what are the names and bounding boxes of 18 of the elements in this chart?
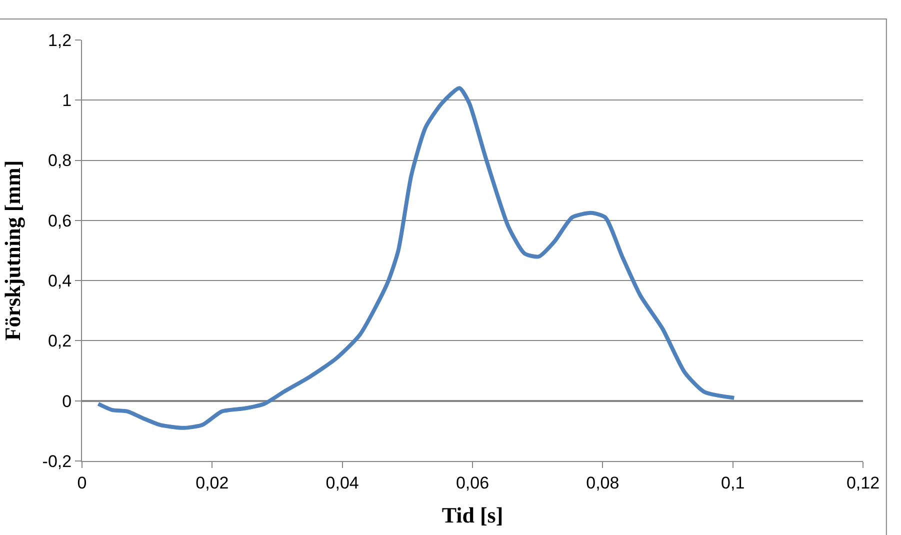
line-series xyxy=(96,86,736,430)
x-tick-label: 0,12 xyxy=(846,473,880,492)
y-tick-label: 1 xyxy=(62,91,72,110)
y-tick-label: 0,8 xyxy=(48,151,72,170)
x-tick-label: 0,02 xyxy=(196,473,229,492)
y-tick-label: -0,2 xyxy=(42,452,72,471)
x-axis-title: Tid [s] xyxy=(442,502,504,528)
x-tick-label: 0,06 xyxy=(456,473,490,492)
x-tick-label: 0,04 xyxy=(326,473,359,492)
y-tick-label: 0 xyxy=(62,392,72,411)
y-axis-title: Förskjutning [mm] xyxy=(0,160,26,341)
x-tick-label: 0 xyxy=(77,473,87,492)
y-tick-label: 1,2 xyxy=(48,30,72,50)
x-tick-label: 0,1 xyxy=(721,473,745,492)
y-tick-label: 0,2 xyxy=(48,332,72,351)
y-tick-label: 0,6 xyxy=(48,211,72,230)
x-tick-label: 0,08 xyxy=(586,473,620,492)
y-tick-label: 0,4 xyxy=(48,272,72,291)
